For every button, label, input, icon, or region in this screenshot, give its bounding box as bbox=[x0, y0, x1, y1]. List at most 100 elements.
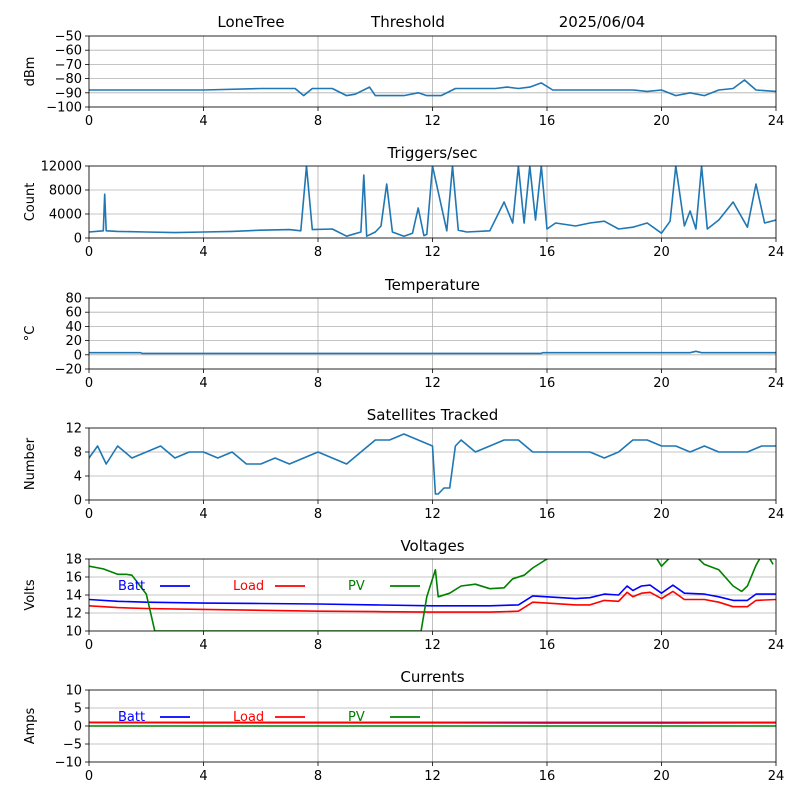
x-tick-label: 8 bbox=[314, 769, 322, 784]
legend-label-load: Load bbox=[233, 579, 264, 594]
x-tick-label: 8 bbox=[314, 245, 322, 260]
series-line-1 bbox=[89, 350, 776, 355]
x-tick-label: 8 bbox=[314, 638, 322, 653]
x-tick-label: 20 bbox=[653, 245, 670, 260]
x-tick-label: 20 bbox=[653, 769, 670, 784]
y-tick-label: 8000 bbox=[49, 184, 82, 199]
y-axis-label: Amps bbox=[23, 707, 38, 744]
plot-frame bbox=[88, 427, 777, 501]
y-tick-label: 0 bbox=[74, 720, 82, 735]
y-tick-label: −100 bbox=[46, 101, 82, 116]
panel-1: 0 4 8 12 16 20 24 −100−90−80−70−60−50 dBm bbox=[23, 30, 784, 130]
y-tick-label: 16 bbox=[65, 571, 82, 586]
x-tick-label: 12 bbox=[424, 245, 441, 260]
panel-title: Satellites Tracked bbox=[367, 406, 498, 424]
plot-frame bbox=[88, 689, 777, 763]
y-tick-label: 0 bbox=[74, 348, 82, 363]
y-tick-label: −60 bbox=[55, 44, 82, 59]
y-axis-label: Number bbox=[23, 437, 38, 490]
y-tick-label: 8 bbox=[74, 446, 82, 461]
x-tick-label: 0 bbox=[85, 638, 93, 653]
y-tick-label: −10 bbox=[55, 756, 82, 771]
x-tick-label: 24 bbox=[768, 376, 785, 391]
series-line-1 bbox=[89, 166, 776, 237]
y-tick-label: 10 bbox=[65, 625, 82, 640]
y-tick-label: 0 bbox=[74, 232, 82, 247]
x-tick-label: 24 bbox=[768, 245, 785, 260]
y-axis-label: Count bbox=[23, 183, 38, 222]
panel-4: 0 4 8 12 16 20 24 0 4 8 12 Satellites Tracked Number bbox=[23, 406, 784, 522]
series-line-1 bbox=[89, 79, 776, 97]
panel-title: Voltages bbox=[400, 537, 464, 555]
x-tick-label: 12 bbox=[424, 376, 441, 391]
x-tick-label: 16 bbox=[539, 638, 556, 653]
y-tick-label: −90 bbox=[55, 86, 82, 101]
x-tick-label: 24 bbox=[768, 507, 785, 522]
x-tick-label: 24 bbox=[768, 638, 785, 653]
series-line-load bbox=[89, 590, 776, 613]
legend-label-pv: PV bbox=[348, 710, 365, 725]
x-tick-label: 8 bbox=[314, 376, 322, 391]
panel-title: Currents bbox=[400, 668, 464, 686]
x-tick-label: 8 bbox=[314, 114, 322, 129]
y-tick-label: 20 bbox=[65, 334, 82, 349]
x-tick-label: 12 bbox=[424, 507, 441, 522]
x-tick-label: 12 bbox=[424, 638, 441, 653]
y-tick-label: 10 bbox=[65, 684, 82, 699]
plot-frame bbox=[88, 297, 777, 370]
y-axis-label: Volts bbox=[23, 579, 38, 611]
x-tick-label: 8 bbox=[314, 507, 322, 522]
legend-label-load: Load bbox=[233, 710, 264, 725]
x-tick-label: 0 bbox=[85, 245, 93, 260]
x-tick-label: 20 bbox=[653, 638, 670, 653]
x-tick-label: 24 bbox=[768, 769, 785, 784]
legend-label-batt: Batt bbox=[118, 710, 145, 725]
plot-frame bbox=[88, 165, 777, 239]
legend-label-pv: PV bbox=[348, 579, 365, 594]
x-tick-label: 0 bbox=[85, 769, 93, 784]
x-tick-label: 12 bbox=[424, 769, 441, 784]
y-axis-label: °C bbox=[23, 326, 38, 342]
x-tick-label: 16 bbox=[539, 769, 556, 784]
x-tick-label: 4 bbox=[199, 245, 207, 260]
y-tick-label: 12000 bbox=[41, 160, 82, 175]
plot-frame bbox=[88, 35, 777, 108]
x-tick-label: 16 bbox=[539, 507, 556, 522]
series-line-pv bbox=[89, 559, 774, 631]
y-tick-label: 14 bbox=[65, 589, 82, 604]
legend-label-batt: Batt bbox=[118, 579, 145, 594]
y-axis-label: dBm bbox=[23, 57, 38, 87]
y-tick-label: 4000 bbox=[49, 208, 82, 223]
panel-title: Triggers/sec bbox=[387, 144, 478, 162]
x-tick-label: 0 bbox=[85, 114, 93, 129]
x-tick-label: 0 bbox=[85, 376, 93, 391]
x-tick-label: 20 bbox=[653, 114, 670, 129]
x-tick-label: 4 bbox=[199, 114, 207, 129]
date-title: 2025/06/04 bbox=[559, 13, 645, 31]
y-tick-label: 5 bbox=[74, 702, 82, 717]
y-tick-label: 4 bbox=[74, 470, 82, 485]
y-tick-label: 12 bbox=[65, 607, 82, 622]
x-tick-label: 4 bbox=[199, 507, 207, 522]
y-tick-label: 18 bbox=[65, 553, 82, 568]
x-tick-label: 4 bbox=[199, 376, 207, 391]
x-tick-label: 24 bbox=[768, 114, 785, 129]
y-tick-label: 80 bbox=[65, 292, 82, 307]
y-tick-label: −20 bbox=[55, 363, 82, 378]
x-tick-label: 4 bbox=[199, 769, 207, 784]
panel-6: 0 4 8 12 16 20 24 −10 −5 0 5 10 Currents Amps Batt Load… bbox=[23, 668, 784, 784]
panel-2: 0 4 8 12 16 20 24 0 4000 8000 12000 Triggers/sec Cou… bbox=[23, 144, 784, 260]
y-tick-label: −50 bbox=[55, 30, 82, 45]
y-tick-label: 12 bbox=[65, 422, 82, 437]
x-tick-label: 16 bbox=[539, 376, 556, 391]
x-tick-label: 0 bbox=[85, 507, 93, 522]
y-tick-label: 0 bbox=[74, 494, 82, 509]
plot-frame bbox=[88, 558, 777, 632]
x-tick-label: 16 bbox=[539, 114, 556, 129]
mode-title: Threshold bbox=[370, 13, 445, 31]
series-line-load bbox=[89, 721, 776, 724]
